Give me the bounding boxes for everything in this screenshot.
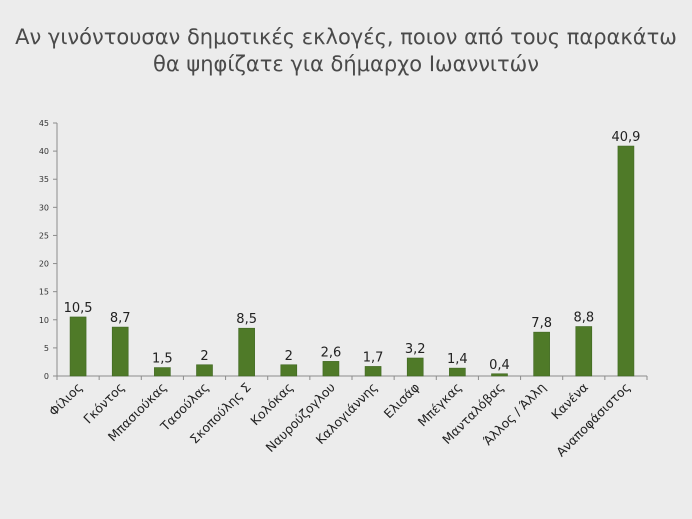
category-label: Αναποφάσιστος [553,380,633,460]
y-tick-label: 35 [39,175,49,184]
bar [406,357,424,377]
bar [69,316,87,377]
bar [196,364,213,377]
bar [322,361,340,377]
y-tick-label: 5 [44,344,49,353]
data-label: 7,8 [531,316,552,331]
bar [449,367,466,377]
data-label: 40,9 [611,130,640,145]
y-tick-label: 45 [39,119,49,128]
bar [238,327,255,377]
y-tick-label: 40 [39,147,49,156]
data-label: 3,2 [405,342,426,357]
chart-title: Αν γινόντουσαν δημοτικές εκλογές, ποιον … [0,24,692,78]
data-label: 2,6 [321,345,342,360]
chart-title-line-1: Αν γινόντουσαν δημοτικές εκλογές, ποιον … [15,25,677,49]
bar [280,364,298,377]
bar [111,326,129,377]
data-label: 2 [200,349,208,364]
bar [491,373,508,377]
data-label: 0,4 [489,358,510,373]
y-tick-label: 30 [39,203,49,212]
category-label: Ελισάφ [381,380,423,422]
y-tick-label: 25 [39,231,49,240]
chart-title-line-2: θα ψηφίζατε για δήμαρχο Ιωαννιτών [153,52,539,76]
category-label: Κανένα [548,380,591,423]
y-tick-label: 10 [39,316,49,325]
data-label: 1,7 [363,350,384,365]
category-label: Φίλιος [46,380,85,419]
bar [575,326,593,377]
y-tick-label: 20 [39,260,49,269]
data-label: 8,7 [110,311,131,326]
bar [617,145,635,377]
data-label: 8,5 [236,312,257,327]
bar [364,366,382,377]
data-label: 8,8 [573,311,594,326]
data-label: 2 [285,349,293,364]
y-tick-label: 15 [39,288,49,297]
data-label: 1,4 [447,352,468,367]
bar [154,367,171,377]
data-label: 10,5 [64,301,93,316]
bar [533,331,550,377]
data-label: 1,5 [152,352,173,367]
y-tick-label: 0 [44,372,49,381]
